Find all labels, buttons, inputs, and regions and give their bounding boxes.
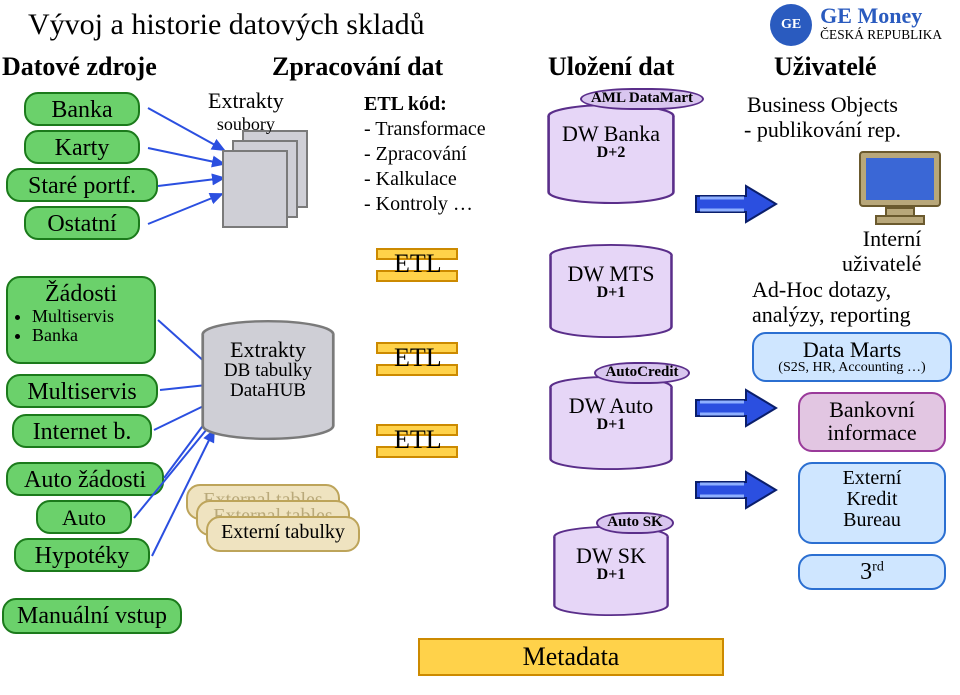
extract-files-icon [222, 130, 314, 234]
extract-files-label: Extraktysoubory [208, 90, 284, 134]
column-heading-users: Uživatelé [774, 52, 877, 82]
source-ostatni: Ostatní [24, 206, 140, 240]
business-objects-text: Business Objects- publikování rep. [744, 92, 901, 143]
brand-sub: ČESKÁ REPUBLIKA [820, 27, 942, 42]
dw-badge-dwauto: AutoCredit [594, 362, 690, 384]
column-heading-sources: Datové zdroje [2, 52, 157, 82]
user-box-ekb: ExterníKreditBureau [798, 462, 946, 544]
column-heading-process: Zpracování dat [272, 52, 443, 82]
column-heading-storage: Uložení dat [548, 52, 674, 82]
dw-badge-dwbanka: AML DataMart [580, 88, 704, 110]
dw-cylinder-dwsk: DW SKD+1 [552, 526, 670, 616]
source-banka: Banka [24, 92, 140, 126]
datahub-cylinder: ExtraktyDB tabulkyDataHUB [200, 320, 336, 440]
source-internet: Internet b. [12, 414, 152, 448]
user-box-bankinfo: Bankovníinformace [798, 392, 946, 452]
block-arrow-2 [694, 470, 778, 510]
ge-roundel-icon: GE [770, 4, 812, 46]
etl-stub-2: ETL [376, 424, 488, 460]
source-multiservis: Multiservis [6, 374, 158, 408]
internal-users-text: InterníuživateléAd-Hoc dotazy,analýzy, r… [752, 226, 921, 327]
brand-name: GE Money [820, 6, 942, 26]
monitor-icon [856, 150, 944, 226]
user-box-datamarts: Data Marts(S2S, HR, Accounting …) [752, 332, 952, 382]
dw-badge-dwsk: Auto SK [596, 512, 674, 534]
metadata-bar: Metadata [418, 638, 724, 676]
source-stare: Staré portf. [6, 168, 158, 202]
source-zadosti: ŽádostiMultiservisBanka [6, 276, 156, 364]
source-manual: Manuální vstup [2, 598, 182, 634]
block-arrow-1 [694, 388, 778, 428]
block-arrow-0 [694, 184, 778, 224]
etl-code-text: ETL kód:- Transformace- Zpracování- Kalk… [364, 92, 486, 217]
source-karty: Karty [24, 130, 140, 164]
dw-cylinder-dwmts: DW MTSD+1 [548, 244, 674, 338]
external-tables-stack: External tablesExternal tablesExterní ta… [186, 484, 360, 566]
page-title: Vývoj a historie datových skladů [28, 8, 425, 42]
user-box-third: 3rd [798, 554, 946, 590]
source-autozad: Auto žádosti [6, 462, 164, 496]
dw-cylinder-dwauto: DW AutoD+1 [548, 376, 674, 470]
etl-stub-0: ETL [376, 248, 488, 284]
etl-stub-1: ETL [376, 342, 488, 378]
dw-cylinder-dwbanka: DW BankaD+2 [546, 104, 676, 204]
source-auto: Auto [36, 500, 132, 534]
brand-logo: GE GE Money ČESKÁ REPUBLIKA [770, 4, 942, 46]
source-hypoteky: Hypotéky [14, 538, 150, 572]
external-tables-front: Externí tabulky [206, 516, 360, 552]
